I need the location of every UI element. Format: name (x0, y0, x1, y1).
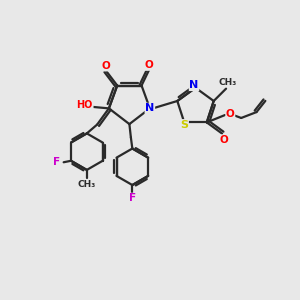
Text: F: F (129, 193, 136, 203)
Text: O: O (219, 135, 228, 145)
Text: CH₃: CH₃ (218, 78, 237, 87)
Text: O: O (145, 60, 153, 70)
Text: N: N (145, 103, 154, 113)
Text: CH₃: CH₃ (78, 179, 96, 188)
Text: HO: HO (76, 100, 93, 110)
Text: N: N (189, 80, 199, 90)
Text: O: O (226, 109, 235, 118)
Text: O: O (102, 61, 110, 71)
Text: S: S (180, 120, 188, 130)
Text: F: F (53, 157, 60, 167)
